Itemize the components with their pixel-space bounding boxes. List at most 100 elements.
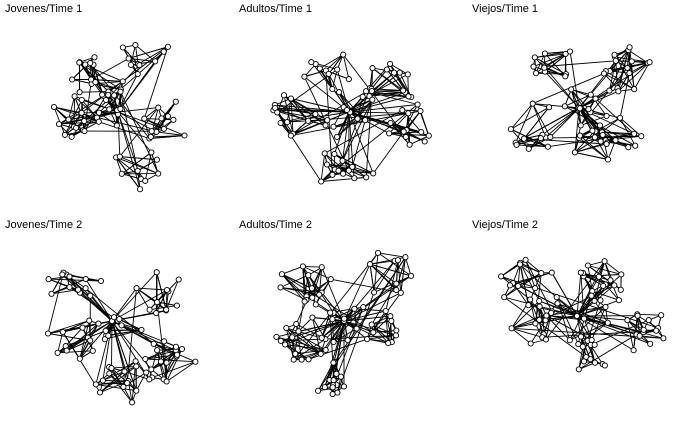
network-edge <box>81 99 98 118</box>
network-edge <box>569 295 592 341</box>
panel-title: Jovenes/Time 2 <box>5 219 83 231</box>
network-node <box>591 341 598 348</box>
network-edge <box>603 73 635 90</box>
network-node <box>522 256 529 263</box>
network-node <box>562 50 569 57</box>
network-edge <box>281 265 304 275</box>
network-node <box>160 125 167 132</box>
network-graph <box>270 51 432 185</box>
network-edge <box>574 143 607 153</box>
network-edge <box>343 292 402 322</box>
network-node <box>118 170 125 177</box>
network-edge <box>128 46 169 59</box>
network-node <box>181 132 188 139</box>
network-node <box>417 107 424 115</box>
network-node <box>59 271 66 278</box>
network-edge <box>369 264 375 293</box>
network-edge <box>578 322 609 345</box>
network-edge <box>273 109 328 121</box>
network-node <box>536 297 543 305</box>
network-edge <box>137 159 158 172</box>
network-edge <box>130 44 136 65</box>
network-edge <box>83 51 164 122</box>
network-node <box>321 384 328 391</box>
network-node <box>124 379 131 387</box>
network-node <box>69 76 76 83</box>
network-node <box>76 89 83 96</box>
network-edge <box>287 111 350 123</box>
network-edge <box>372 131 405 174</box>
panel-adultos-time1: Adultos/Time 1 <box>234 0 467 216</box>
network-node <box>147 133 154 140</box>
network-node <box>604 319 611 326</box>
network-edge <box>324 320 345 388</box>
network-edge <box>400 257 406 293</box>
network-node <box>330 123 337 130</box>
network-edge <box>409 135 429 146</box>
network-edge <box>298 330 322 355</box>
network-edge <box>115 157 141 190</box>
network-edge <box>312 317 333 320</box>
network-node <box>541 50 548 57</box>
network-node <box>289 334 296 341</box>
network-edge <box>149 305 177 311</box>
network-node <box>71 93 78 100</box>
network-edge <box>108 329 142 337</box>
network-node <box>408 272 415 279</box>
network-node <box>81 117 88 125</box>
network-edge <box>290 98 328 121</box>
network-edge <box>627 319 644 331</box>
network-edge <box>293 338 326 360</box>
network-edge <box>295 349 326 355</box>
network-edge <box>571 88 591 96</box>
network-node <box>595 273 602 280</box>
panel-jovenes-time2: Jovenes/Time 2 <box>0 216 233 432</box>
network-node <box>333 133 341 140</box>
network-edge <box>308 349 326 360</box>
network-node <box>88 76 95 83</box>
network-edge <box>577 318 585 345</box>
network-node <box>579 343 586 350</box>
network-edge <box>331 319 335 343</box>
network-node <box>508 325 515 332</box>
network-node <box>577 269 584 276</box>
network-edge <box>325 320 345 340</box>
network-edge <box>47 272 64 334</box>
network-edge <box>576 295 592 317</box>
network-edge <box>626 320 635 351</box>
network-node <box>368 87 375 95</box>
network-node <box>611 51 618 58</box>
network-node <box>315 387 322 394</box>
network-edge <box>61 274 113 322</box>
network-edge <box>154 46 169 62</box>
network-edge <box>280 286 320 296</box>
network-node <box>133 363 140 370</box>
network-edge <box>365 90 373 178</box>
network-node <box>329 391 336 398</box>
network-edge <box>104 329 142 340</box>
network-edge <box>532 103 547 138</box>
panel-viejos-time1: Viejos/Time 1 <box>467 0 700 216</box>
network-edge <box>389 63 409 75</box>
network-edge <box>64 99 83 136</box>
network-node <box>295 328 302 335</box>
network-node <box>369 96 376 103</box>
network-edge <box>604 260 622 275</box>
network-node <box>96 389 104 396</box>
network-node <box>577 122 584 129</box>
network-node <box>530 63 537 70</box>
network-node <box>615 88 622 95</box>
network-graph <box>507 44 653 163</box>
network-edge <box>53 106 69 120</box>
network-edge <box>510 128 530 150</box>
network-edge <box>108 373 124 388</box>
network-edge <box>336 111 350 138</box>
network-edge <box>331 69 338 90</box>
network-node <box>329 384 336 391</box>
network-node <box>386 130 393 137</box>
network-edge <box>53 106 66 136</box>
network-edge <box>321 176 367 182</box>
network-edge <box>578 107 601 126</box>
panel-viejos-time2: Viejos/Time 2 <box>467 216 700 432</box>
network-node <box>327 276 334 283</box>
